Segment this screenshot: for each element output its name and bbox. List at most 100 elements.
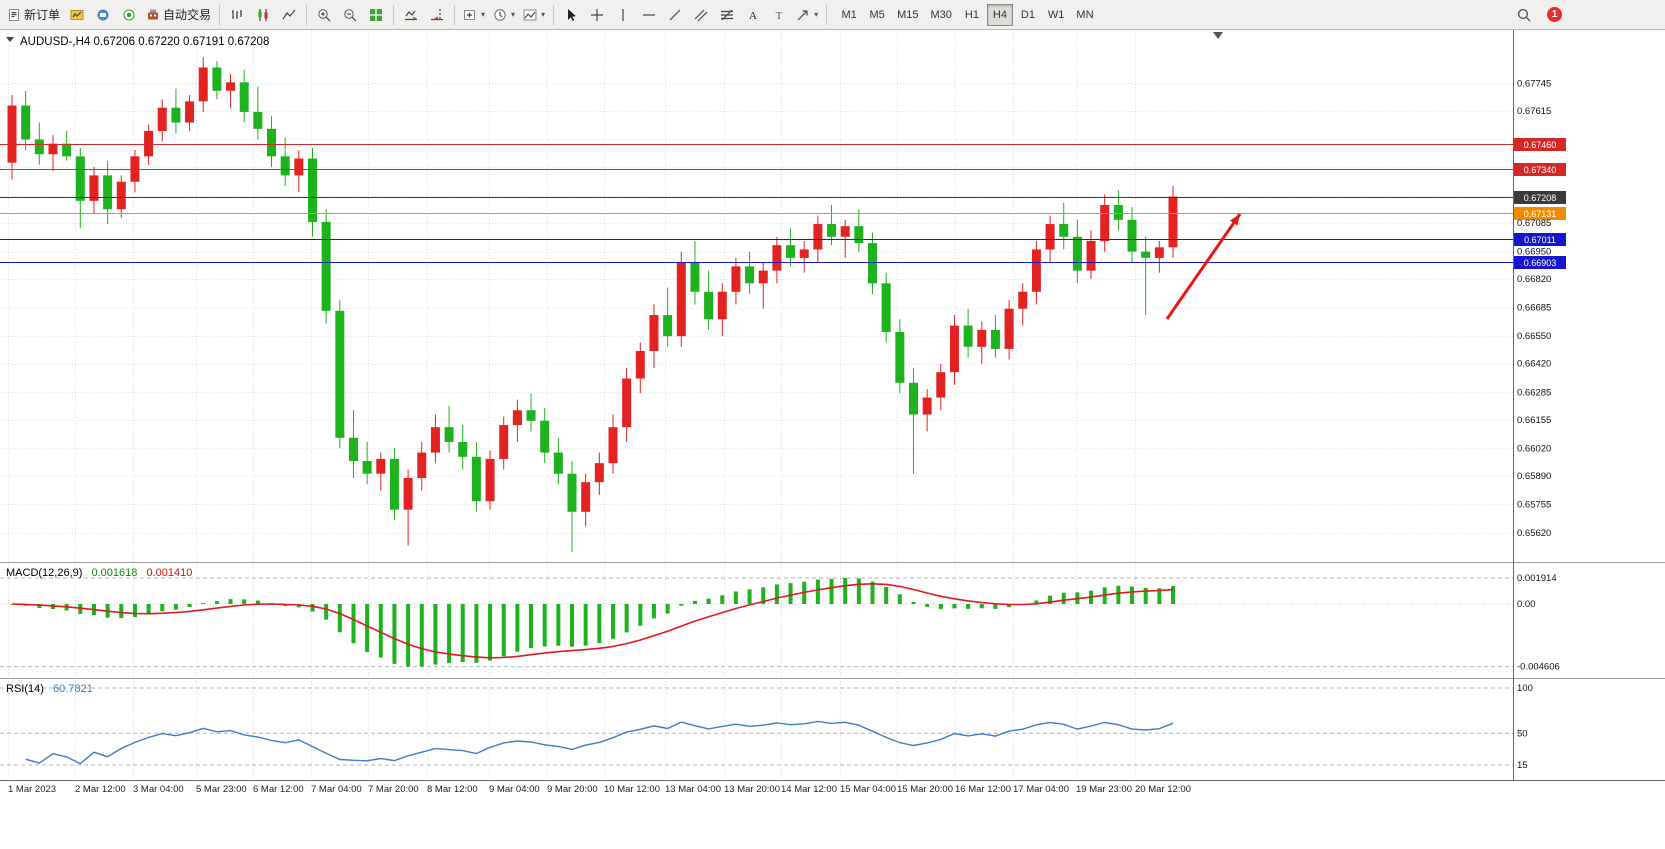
- timeframe-m15-button[interactable]: M15: [892, 4, 923, 26]
- svg-text:0.001914: 0.001914: [1517, 573, 1557, 584]
- autotrading-icon: [148, 9, 159, 19]
- search-icon: [1517, 8, 1531, 21]
- market-watch-icon: [70, 9, 84, 20]
- timeframe-m5-button[interactable]: M5: [864, 4, 890, 26]
- new-order-icon: [9, 8, 19, 21]
- tile-windows-icon: [370, 8, 383, 21]
- timeframe-mn-button[interactable]: MN: [1071, 4, 1098, 26]
- new-order-button[interactable]: 新订单: [3, 3, 64, 27]
- timeframe-w1-button[interactable]: W1: [1043, 4, 1070, 26]
- auto-scroll-icon: [405, 10, 418, 21]
- crosshair-icon: [591, 8, 604, 21]
- svg-text:A: A: [749, 10, 757, 22]
- channel-icon: [694, 9, 708, 21]
- svg-text:15 Mar 20:00: 15 Mar 20:00: [897, 784, 953, 795]
- timeframe-h1-button[interactable]: H1: [959, 4, 985, 26]
- price-axis: 0.67745 0.67615 0.67085 0.66950 0.66820 0.666…: [1517, 78, 1560, 771]
- chart-shift-button[interactable]: [424, 3, 450, 27]
- svg-text:-0.004606: -0.004606: [1517, 662, 1560, 673]
- svg-text:13 Mar 20:00: 13 Mar 20:00: [724, 784, 780, 795]
- channel-button[interactable]: [688, 3, 714, 27]
- svg-text:1 Mar 2023: 1 Mar 2023: [8, 784, 56, 795]
- macd-label: MACD(12,26,9) 0.001618 0.001410: [6, 567, 192, 579]
- horizontal-levels[interactable]: 0.67460 0.67340 0.67208 0.67131 0.67011 0.669…: [0, 138, 1566, 269]
- cursor-icon: [568, 8, 577, 21]
- vertical-line-icon: [622, 8, 624, 21]
- svg-text:7 Mar 04:00: 7 Mar 04:00: [311, 784, 362, 795]
- templates-button[interactable]: ▾: [519, 3, 549, 27]
- svg-text:0.65755: 0.65755: [1517, 499, 1551, 510]
- svg-text:50: 50: [1517, 728, 1528, 739]
- rsi-name: RSI(14): [6, 683, 44, 695]
- fibonacci-icon: [721, 9, 734, 20]
- svg-text:9 Mar 04:00: 9 Mar 04:00: [489, 784, 540, 795]
- separators: [0, 30, 1665, 781]
- svg-text:10 Mar 12:00: 10 Mar 12:00: [604, 784, 660, 795]
- tile-windows-button[interactable]: [363, 3, 389, 27]
- macd-signal-value: 0.001410: [146, 567, 192, 579]
- svg-text:7 Mar 20:00: 7 Mar 20:00: [368, 784, 419, 795]
- toolbar-separator: [553, 4, 555, 25]
- timeframe-m30-button[interactable]: M30: [926, 4, 957, 26]
- shift-marker[interactable]: [1213, 32, 1223, 39]
- svg-text:0.67011: 0.67011: [1524, 235, 1556, 245]
- svg-text:0.66903: 0.66903: [1524, 258, 1557, 268]
- one-click-trading-toggle[interactable]: [6, 37, 14, 42]
- rsi-line: [25, 720, 1174, 765]
- timeframe-m1-button[interactable]: M1: [836, 4, 862, 26]
- label-icon: T: [776, 10, 783, 22]
- timeframe-d1-button[interactable]: D1: [1015, 4, 1041, 26]
- trend-arrow[interactable]: [1165, 213, 1242, 320]
- bar-chart-icon: [232, 9, 243, 19]
- search-button[interactable]: [1511, 3, 1537, 27]
- chart-canvas[interactable]: 0.67460 0.67340 0.67208 0.67131 0.67011 0.669…: [0, 30, 1665, 849]
- horizontal-line-button[interactable]: [636, 3, 662, 27]
- periods-button[interactable]: ▾: [489, 3, 519, 27]
- svg-text:6 Mar 12:00: 6 Mar 12:00: [253, 784, 304, 795]
- data-window-icon: [97, 9, 109, 20]
- arrows-button[interactable]: ▾: [792, 3, 822, 27]
- chevron-down-icon: ▾: [481, 10, 486, 19]
- svg-text:3 Mar 04:00: 3 Mar 04:00: [133, 784, 184, 795]
- zoom-in-button[interactable]: [311, 3, 337, 27]
- svg-text:20 Mar 12:00: 20 Mar 12:00: [1135, 784, 1191, 795]
- toolbar-separator: [454, 4, 456, 25]
- svg-text:16 Mar 12:00: 16 Mar 12:00: [955, 784, 1011, 795]
- navigator-button[interactable]: [116, 3, 142, 27]
- candlestick-chart-button[interactable]: [250, 3, 276, 27]
- navigator-icon: [123, 9, 135, 20]
- time-axis[interactable]: 1 Mar 2023 2 Mar 12:00 3 Mar 04:00 5 Mar 23…: [8, 784, 1191, 795]
- text-icon: A: [749, 10, 757, 22]
- line-chart-button[interactable]: [276, 3, 302, 27]
- timeframe-h4-button[interactable]: H4: [986, 3, 1013, 26]
- label-button[interactable]: T: [766, 3, 792, 27]
- auto-scroll-button[interactable]: [398, 3, 424, 27]
- toolbar-separator: [219, 4, 221, 25]
- autotrading-button[interactable]: 自动交易: [142, 3, 215, 27]
- candlestick-chart-icon: [258, 8, 268, 21]
- text-button[interactable]: A: [740, 3, 766, 27]
- macd-main-value: 0.001618: [91, 567, 137, 579]
- zoom-in-icon: [318, 8, 331, 21]
- new-order-label: 新订单: [24, 8, 61, 22]
- svg-text:0.66285: 0.66285: [1517, 387, 1551, 398]
- svg-text:8 Mar 12:00: 8 Mar 12:00: [427, 784, 478, 795]
- vertical-line-button[interactable]: [610, 3, 636, 27]
- trendline-icon: [669, 9, 681, 20]
- notification-badge[interactable]: 1: [1547, 7, 1562, 22]
- market-watch-button[interactable]: [64, 3, 90, 27]
- cursor-button[interactable]: [558, 3, 584, 27]
- svg-text:0.66020: 0.66020: [1517, 443, 1551, 454]
- rsi-label: RSI(14) 60.7821: [6, 683, 93, 695]
- data-window-button[interactable]: [90, 3, 116, 27]
- chevron-down-icon: ▾: [511, 10, 516, 19]
- svg-text:2 Mar 12:00: 2 Mar 12:00: [75, 784, 126, 795]
- trendline-button[interactable]: [662, 3, 688, 27]
- zoom-out-button[interactable]: [337, 3, 363, 27]
- bar-chart-button[interactable]: [224, 3, 250, 27]
- indicators-button[interactable]: ▾: [459, 3, 489, 27]
- fibonacci-button[interactable]: [714, 3, 740, 27]
- svg-text:0.65890: 0.65890: [1517, 471, 1551, 482]
- horizontal-line-icon: [643, 13, 656, 16]
- crosshair-button[interactable]: [584, 3, 610, 27]
